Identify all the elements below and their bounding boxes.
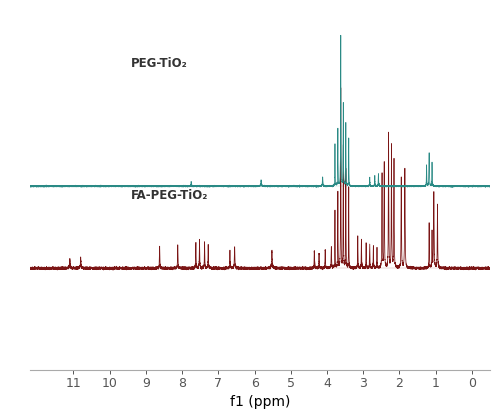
- X-axis label: f1 (ppm): f1 (ppm): [230, 395, 290, 409]
- Text: FA-PEG-TiO₂: FA-PEG-TiO₂: [131, 189, 208, 202]
- Text: PEG-TiO₂: PEG-TiO₂: [131, 57, 188, 69]
